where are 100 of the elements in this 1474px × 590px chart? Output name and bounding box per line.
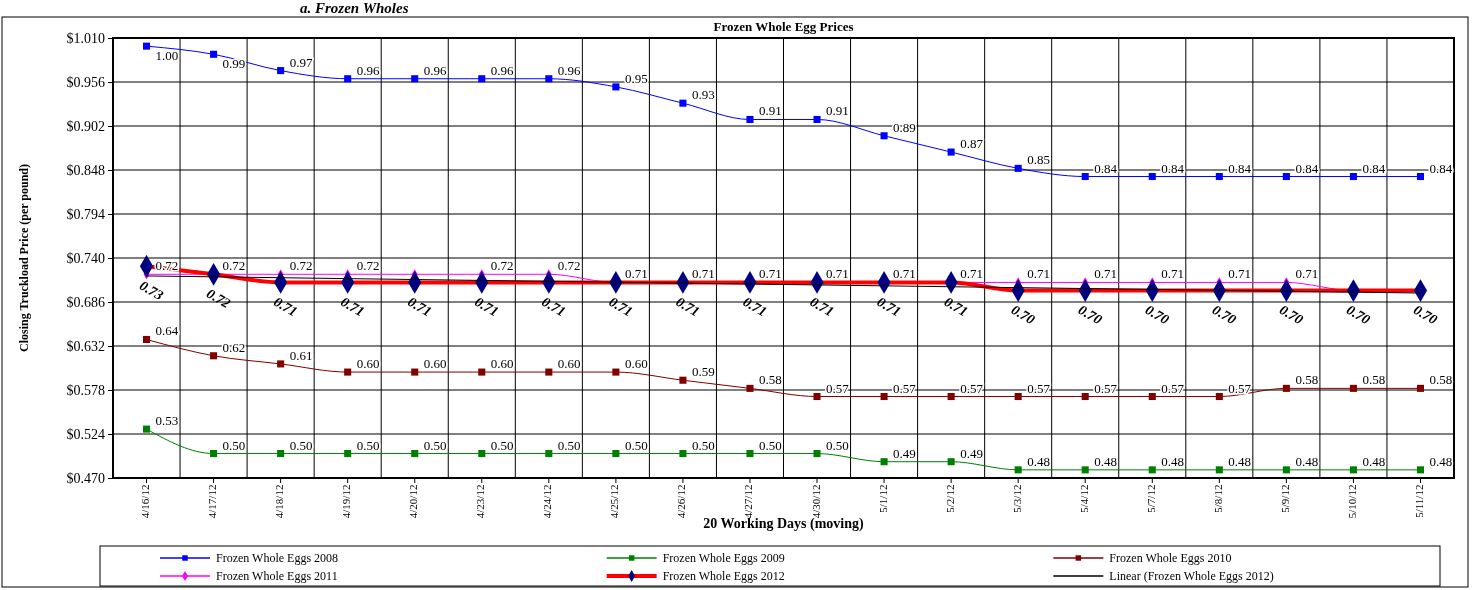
data-label: 0.91 — [758, 103, 782, 119]
data-label: 0.59 — [691, 364, 715, 380]
data-label: 0.57 — [1027, 380, 1051, 396]
data-label: 0.49 — [893, 445, 916, 461]
data-label: 0.84 — [1094, 160, 1118, 176]
data-label: 0.60 — [490, 356, 514, 372]
legend-label: Frozen Whole Eggs 2012 — [662, 569, 785, 583]
data-label: 0.71 — [960, 266, 983, 282]
data-label: 1.00 — [155, 48, 179, 64]
data-label: 0.71 — [1295, 266, 1319, 282]
data-label: 0.71 — [271, 294, 300, 320]
legend-label: Frozen Whole Eggs 2009 — [662, 551, 785, 565]
data-label: 0.50 — [490, 437, 514, 453]
data-label: 0.50 — [356, 437, 380, 453]
data-label: 0.48 — [1362, 453, 1386, 469]
x-tick-label: 4/25/12 — [608, 484, 621, 519]
data-label: 0.48 — [1429, 453, 1453, 469]
y-tick-label: $0.956 — [66, 74, 105, 90]
y-tick-label: $0.470 — [66, 470, 105, 486]
y-tick-label: $1.010 — [66, 30, 105, 46]
data-label: 0.71 — [1228, 266, 1252, 282]
data-label: 0.60 — [557, 356, 581, 372]
data-label: 0.84 — [1429, 160, 1453, 176]
y-tick-label: $0.848 — [66, 162, 105, 178]
data-label: 0.60 — [356, 356, 380, 372]
data-label: 0.71 — [691, 266, 715, 282]
x-tick-label: 5/2/12 — [943, 484, 956, 513]
x-tick-label: 4/20/12 — [407, 484, 420, 519]
x-tick-label: 4/16/12 — [139, 484, 152, 519]
x-tick-label: 5/1/12 — [876, 484, 889, 513]
data-label: 0.72 — [222, 258, 246, 274]
data-label: 0.73 — [137, 277, 166, 303]
legend-label: Frozen Whole Eggs 2011 — [216, 569, 338, 583]
data-label: 0.71 — [405, 294, 434, 320]
data-label: 0.99 — [222, 56, 246, 72]
data-label: 0.96 — [490, 62, 515, 78]
data-label: 0.70 — [1343, 302, 1373, 328]
x-tick-label: 5/4/12 — [1077, 484, 1090, 513]
legend-label: Linear (Frozen Whole Eggs 2012) — [1109, 569, 1274, 583]
data-label: 0.49 — [960, 445, 983, 461]
data-label: 0.71 — [472, 294, 501, 320]
x-tick-label: 4/24/12 — [541, 484, 554, 519]
x-tick-label: 4/26/12 — [675, 484, 688, 519]
data-label: 0.71 — [624, 266, 648, 282]
x-tick-label: 4/30/12 — [809, 484, 822, 519]
data-label: 0.61 — [289, 347, 313, 363]
y-tick-label: $0.632 — [66, 338, 105, 354]
data-label: 0.70 — [1142, 302, 1172, 328]
data-label: 0.89 — [893, 119, 916, 135]
data-label: 0.48 — [1295, 453, 1319, 469]
data-label: 0.48 — [1228, 453, 1252, 469]
data-label: 0.70 — [1410, 302, 1440, 328]
data-label: 0.97 — [289, 54, 313, 70]
data-label: 0.58 — [1295, 372, 1319, 388]
legend-label: Frozen Whole Eggs 2008 — [216, 551, 339, 565]
x-tick-label: 5/10/12 — [1345, 484, 1358, 519]
data-label: 0.70 — [1008, 302, 1038, 328]
x-tick-label: 5/9/12 — [1278, 484, 1291, 513]
data-label: 0.60 — [624, 356, 648, 372]
y-tick-label: $0.578 — [66, 382, 105, 398]
data-label: 0.70 — [1075, 302, 1105, 328]
legend-label: Frozen Whole Eggs 2010 — [1109, 551, 1232, 565]
y-tick-label: $0.686 — [66, 294, 105, 310]
data-label: 0.71 — [606, 294, 636, 320]
data-label: 0.71 — [539, 294, 569, 320]
x-tick-label: 4/19/12 — [340, 484, 353, 519]
y-tick-label: $0.902 — [66, 118, 105, 134]
data-label: 0.50 — [557, 437, 581, 453]
data-label: 0.50 — [691, 437, 715, 453]
x-tick-label: 5/7/12 — [1144, 484, 1157, 513]
data-label: 0.71 — [673, 294, 703, 320]
data-label: 0.57 — [1228, 380, 1252, 396]
data-label: 0.84 — [1362, 160, 1386, 176]
data-label: 0.58 — [1429, 372, 1453, 388]
x-tick-label: 5/8/12 — [1211, 484, 1224, 513]
data-label: 0.50 — [289, 437, 313, 453]
data-label: 0.72 — [557, 258, 581, 274]
data-label: 0.71 — [338, 294, 367, 320]
data-label: 0.85 — [1027, 152, 1050, 168]
data-label: 0.72 — [204, 285, 233, 312]
data-label: 0.48 — [1094, 453, 1117, 469]
x-tick-label: 5/11/12 — [1412, 484, 1425, 518]
data-label: 0.50 — [624, 437, 648, 453]
data-label: 0.71 — [1027, 266, 1050, 282]
data-label: 0.71 — [826, 266, 849, 282]
data-label: 0.72 — [289, 258, 313, 274]
data-label: 0.50 — [758, 437, 782, 453]
data-label: 0.57 — [826, 380, 850, 396]
data-label: 0.84 — [1228, 160, 1252, 176]
data-label: 0.62 — [222, 339, 246, 355]
data-label: 0.96 — [356, 62, 380, 78]
data-label: 0.50 — [222, 437, 246, 453]
y-tick-label: $0.524 — [66, 426, 105, 442]
data-label: 0.71 — [1094, 266, 1117, 282]
data-label: 0.71 — [758, 266, 782, 282]
data-label: 0.57 — [1161, 380, 1185, 396]
data-label: 0.71 — [941, 294, 971, 320]
data-label: 0.57 — [960, 380, 984, 396]
chart-title: Frozen Whole Egg Prices — [713, 19, 854, 34]
y-tick-label: $0.740 — [66, 250, 105, 266]
